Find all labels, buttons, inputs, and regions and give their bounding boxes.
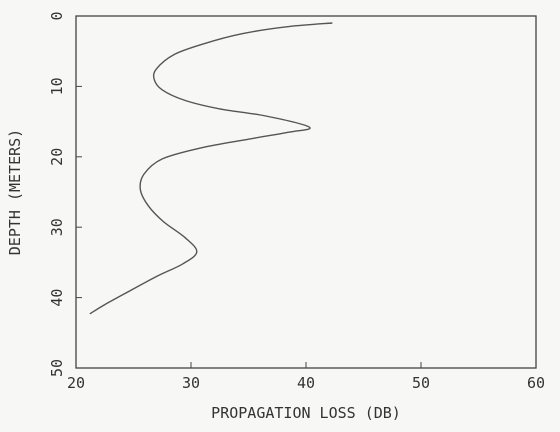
- plot-frame: [75, 15, 537, 369]
- x-axis-label: PROPAGATION LOSS (DB): [211, 404, 401, 422]
- y-axis-ticks: 0 10 20 30 40 50: [48, 11, 82, 377]
- y-tick-label: 40: [48, 289, 66, 307]
- y-tick-label: 0: [48, 11, 66, 20]
- x-tick-label: 20: [67, 374, 85, 392]
- y-tick-label: 50: [48, 359, 66, 377]
- x-tick-label: 60: [527, 374, 545, 392]
- y-tick-label: 10: [48, 77, 66, 95]
- x-tick-label: 30: [182, 374, 200, 392]
- y-tick-label: 30: [48, 218, 66, 236]
- x-tick-label: 40: [297, 374, 315, 392]
- loss-curve: [89, 22, 333, 315]
- x-axis-ticks: 20 30 40 50 60: [67, 362, 545, 392]
- y-axis-label: DEPTH (METERS): [6, 129, 24, 255]
- x-tick-label: 50: [412, 374, 430, 392]
- y-tick-label: 20: [48, 148, 66, 166]
